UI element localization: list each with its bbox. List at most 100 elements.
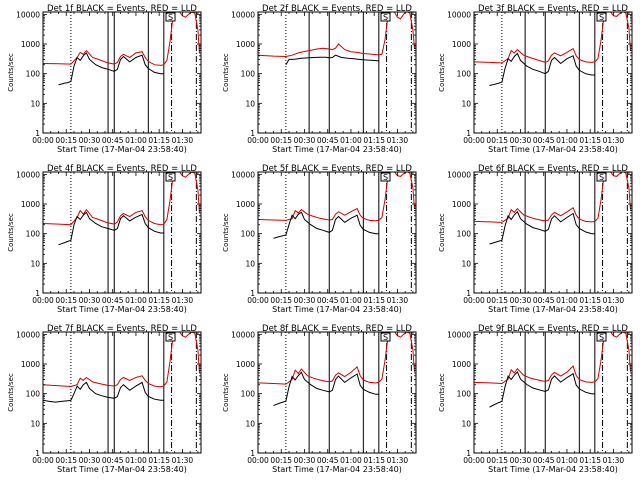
lld-rate-line: [474, 172, 631, 223]
detector-panel-4: S 1 10 100 1000 10000 00:00 00:15 00:30 00:45 01:0…: [7, 164, 202, 314]
events-rate-line: [43, 381, 164, 403]
plot-frame: [473, 331, 633, 454]
x-tick-label: 01:15: [363, 136, 385, 145]
time-marker-lines: [501, 172, 628, 293]
lld-rate-line: [43, 172, 200, 226]
time-marker-lines: [285, 332, 412, 453]
x-tick-label: 00:30: [294, 456, 316, 465]
x-tick-label: 00:00: [463, 296, 485, 305]
plot-frame: [257, 331, 417, 454]
y-axis-label: Counts/sec: [222, 213, 230, 252]
plot-frame: [473, 171, 633, 294]
y-tick-label: 10: [30, 259, 40, 268]
y-tick-label: 100: [26, 70, 41, 79]
x-tick-label: 00:00: [247, 136, 269, 145]
y-tick-label: 1000: [21, 40, 40, 49]
saa-marker-label: S: [383, 173, 388, 182]
x-tick-label: 01:30: [387, 136, 409, 145]
plot-frame: [257, 171, 417, 294]
saa-marker-box: [165, 12, 176, 22]
x-tick-label: 01:00: [125, 136, 147, 145]
y-tick-label: 10000: [16, 170, 40, 179]
y-tick-label: 100: [26, 230, 41, 239]
x-tick-label: 00:30: [79, 136, 101, 145]
x-tick-label: 00:30: [510, 456, 532, 465]
x-tick-label: 00:45: [317, 456, 339, 465]
lld-rate-line: [258, 332, 415, 385]
y-tick-label: 1: [250, 129, 255, 138]
events-rate-line: [58, 211, 164, 246]
x-tick-label: 00:45: [533, 296, 555, 305]
y-axis-label: Counts/sec: [7, 53, 15, 92]
x-tick-label: 00:15: [486, 456, 508, 465]
x-tick-label: 00:15: [55, 136, 77, 145]
y-tick-label: 1: [466, 129, 471, 138]
events-rate-line: [489, 210, 595, 245]
y-tick-label: 1: [35, 289, 40, 298]
y-tick-label: 1: [35, 129, 40, 138]
y-tick-label: 10: [461, 259, 471, 268]
y-tick-label: 10: [245, 259, 255, 268]
saa-marker-box: [380, 172, 391, 182]
y-tick-label: 1000: [236, 360, 255, 369]
x-tick-label: 01:00: [340, 136, 362, 145]
events-rate-line: [489, 52, 595, 86]
x-tick-label: 01:15: [579, 456, 601, 465]
y-tick-label: 10: [245, 99, 255, 108]
x-tick-label: 01:15: [579, 296, 601, 305]
y-tick-label: 1000: [452, 360, 471, 369]
x-tick-label: 01:30: [172, 296, 194, 305]
time-marker-lines: [285, 172, 412, 293]
x-axis-label: Start Time (17-Mar-04 23:58:40): [272, 145, 402, 154]
x-tick-label: 01:30: [387, 296, 409, 305]
y-tick-label: 100: [457, 390, 472, 399]
y-axis-label: Counts/sec: [7, 213, 15, 252]
panel-title: Det 2f BLACK = Events, RED = LLD: [262, 4, 412, 14]
y-tick-label: 1: [35, 449, 40, 458]
y-axis-label: Counts/sec: [222, 53, 230, 92]
x-axis-label: Start Time (17-Mar-04 23:58:40): [57, 305, 187, 314]
saa-marker-label: S: [168, 13, 173, 22]
lld-rate-line: [258, 12, 415, 58]
saa-marker-label: S: [168, 333, 173, 342]
y-tick-label: 10000: [231, 10, 255, 19]
x-tick-label: 01:15: [148, 456, 170, 465]
y-tick-label: 10000: [16, 330, 40, 339]
x-tick-label: 01:00: [556, 136, 578, 145]
x-tick-label: 00:00: [247, 296, 269, 305]
plot-frame: [42, 11, 202, 134]
y-tick-label: 1: [466, 449, 471, 458]
x-tick-label: 01:00: [340, 296, 362, 305]
x-tick-label: 00:00: [463, 136, 485, 145]
y-tick-label: 10: [461, 419, 471, 428]
time-marker-lines: [501, 332, 628, 453]
x-tick-label: 00:45: [102, 136, 124, 145]
x-tick-label: 00:15: [270, 296, 292, 305]
lld-rate-line: [43, 332, 200, 388]
y-tick-label: 1000: [21, 200, 40, 209]
y-tick-label: 100: [241, 230, 256, 239]
y-tick-label: 10000: [231, 170, 255, 179]
y-tick-label: 10000: [447, 170, 471, 179]
detector-panel-2: S 1 10 100 1000 10000 00:00 00:15 00:30 00:45 01:0…: [222, 4, 417, 154]
x-tick-label: 00:00: [247, 456, 269, 465]
x-tick-label: 01:15: [579, 136, 601, 145]
saa-marker-label: S: [383, 333, 388, 342]
x-axis-label: Start Time (17-Mar-04 23:58:40): [272, 305, 402, 314]
panel-title: Det 6f BLACK = Events, RED = LLD: [478, 164, 628, 174]
panel-title: Det 7f BLACK = Events, RED = LLD: [47, 324, 197, 334]
detector-panel-3: S 1 10 100 1000 10000 00:00 00:15 00:30 00:45 01:0…: [438, 4, 633, 154]
panel-title: Det 4f BLACK = Events, RED = LLD: [47, 164, 197, 174]
y-tick-label: 100: [241, 390, 256, 399]
y-axis-label: Counts/sec: [438, 213, 446, 252]
saa-marker-box: [380, 12, 391, 22]
saa-marker-box: [165, 332, 176, 342]
saa-marker-label: S: [599, 173, 604, 182]
x-tick-label: 01:30: [172, 136, 194, 145]
panel-title: Det 1f BLACK = Events, RED = LLD: [47, 4, 197, 14]
x-tick-label: 00:00: [32, 296, 54, 305]
y-tick-label: 10: [30, 99, 40, 108]
x-tick-label: 00:00: [32, 136, 54, 145]
y-tick-label: 1: [250, 449, 255, 458]
x-tick-label: 00:30: [294, 296, 316, 305]
